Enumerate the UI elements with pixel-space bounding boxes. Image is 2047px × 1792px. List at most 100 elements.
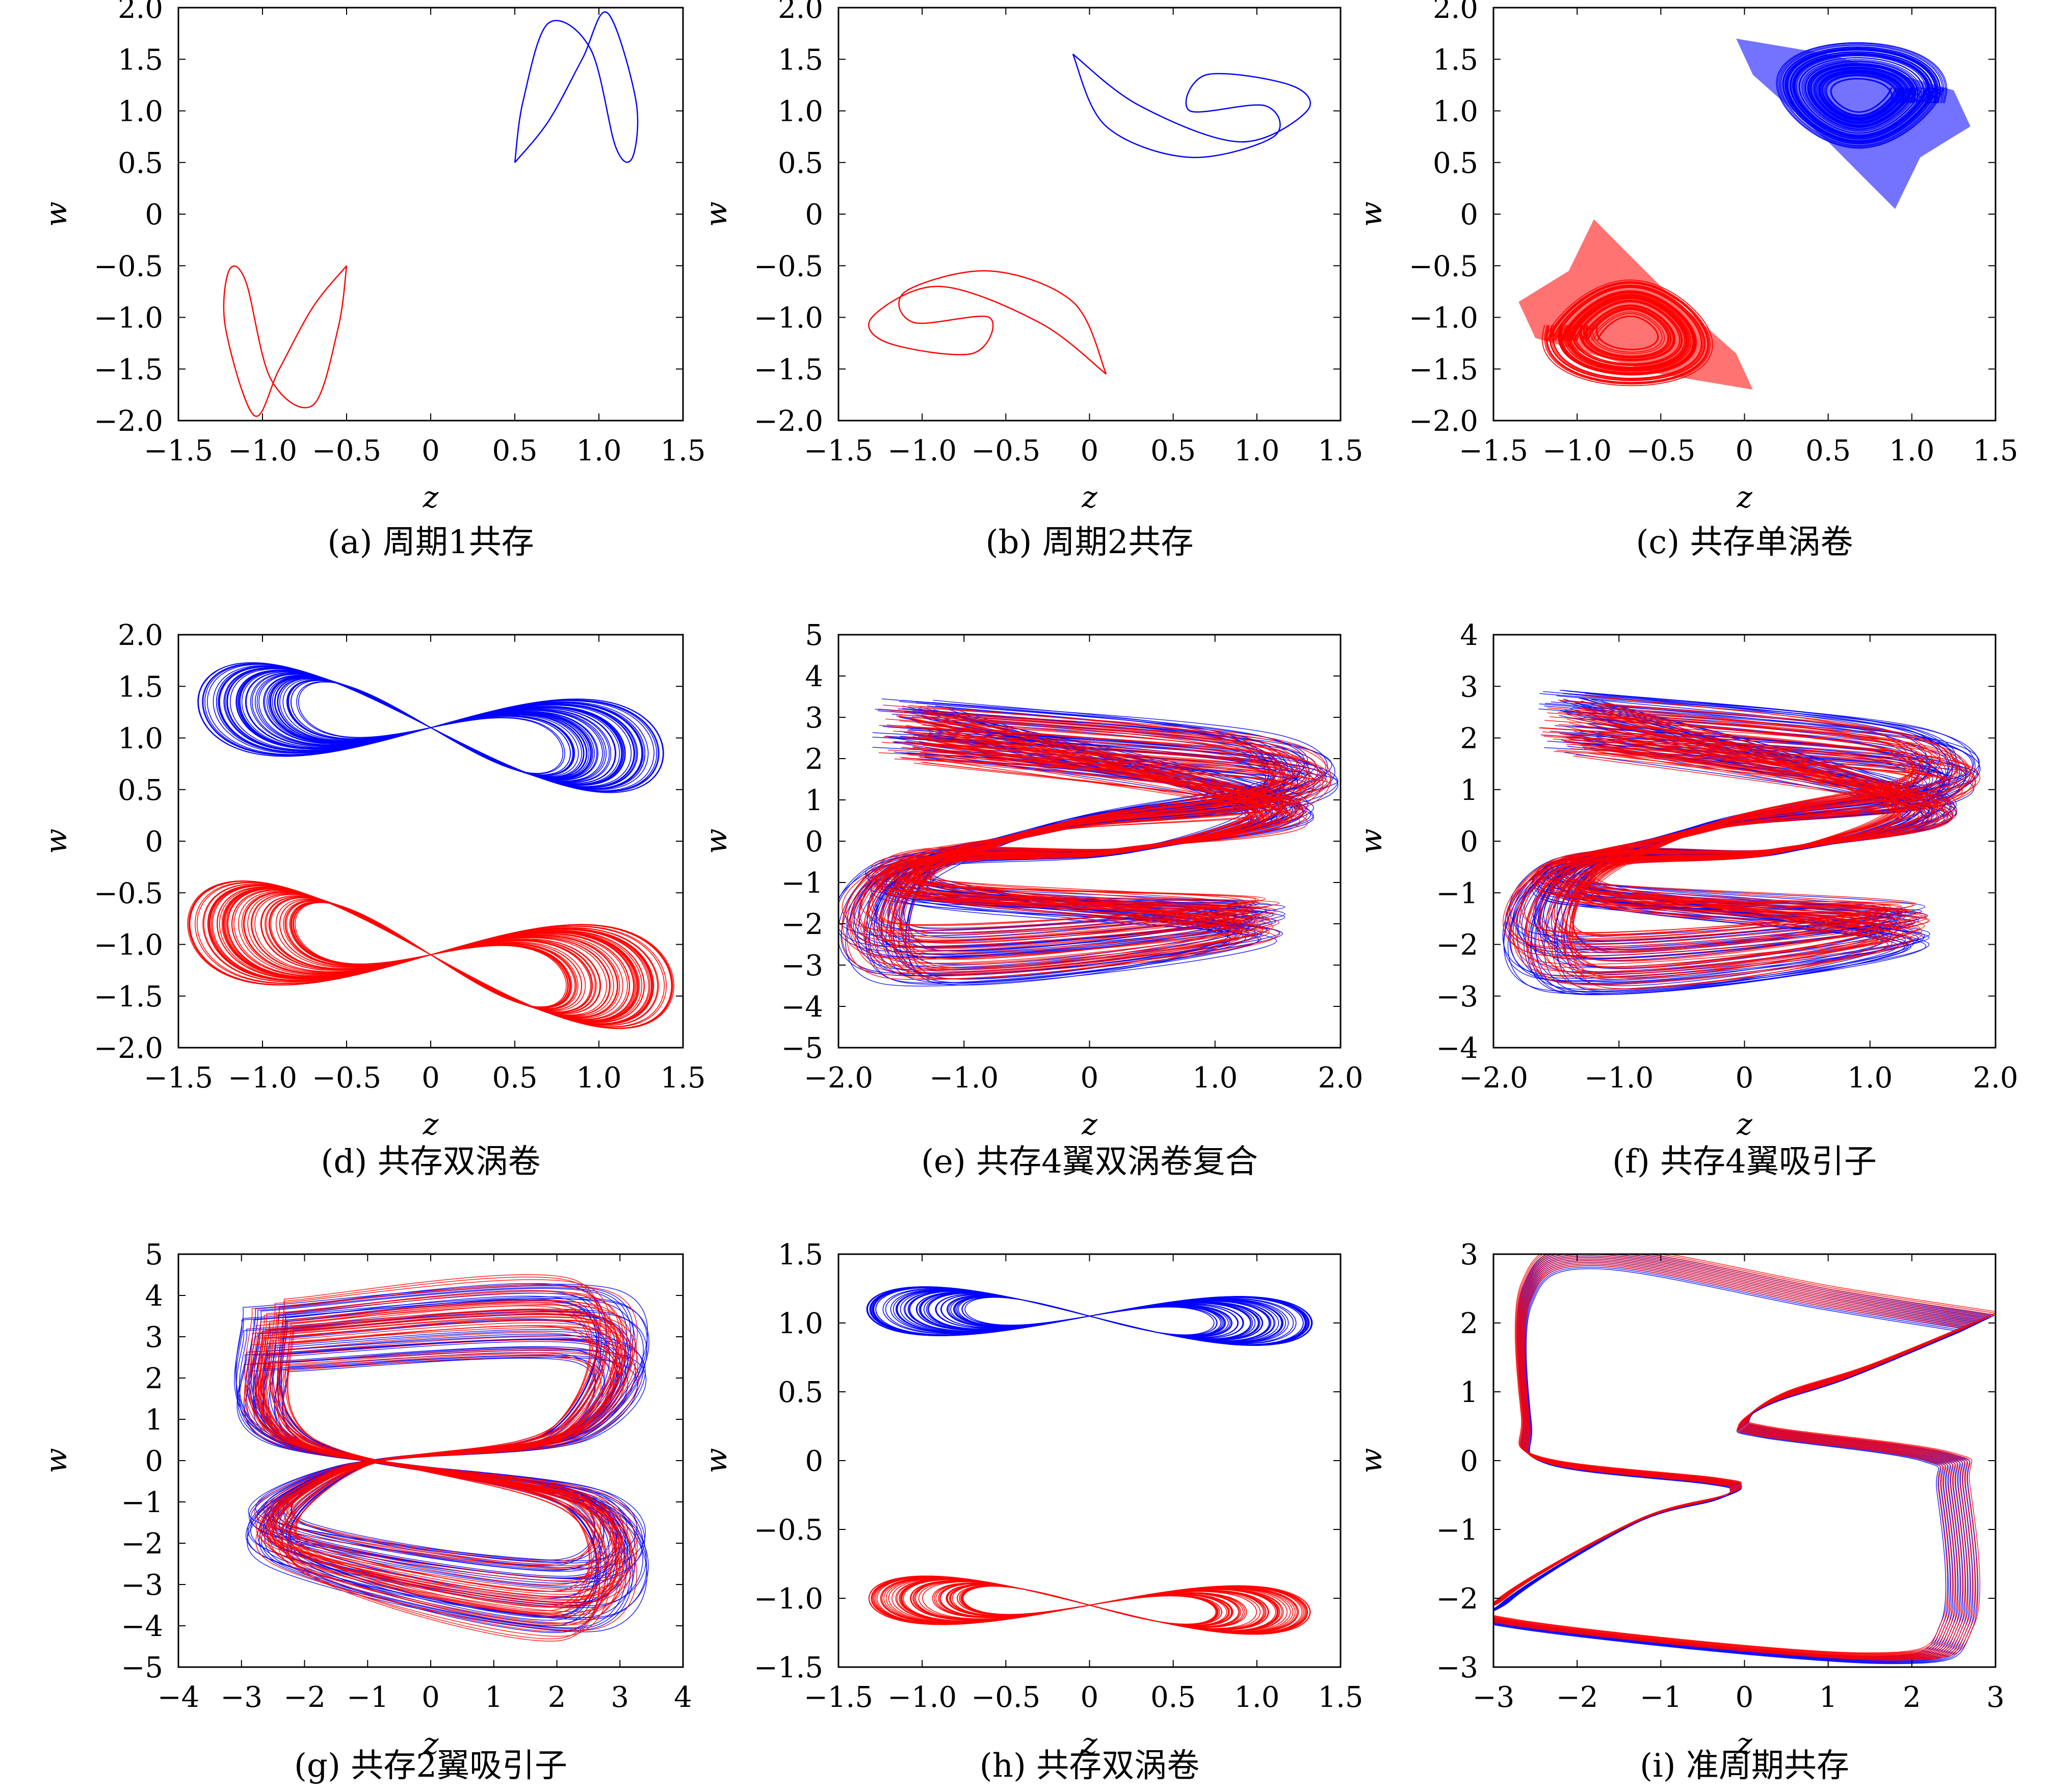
x-tick-label: −1.5 (804, 434, 873, 468)
y-axis-label: w (39, 201, 73, 227)
x-tick-label: 1.5 (1318, 1681, 1363, 1714)
y-tick-label: −1 (121, 1486, 163, 1519)
series-2 (1518, 219, 1753, 390)
y-tick-label: −1.0 (1409, 302, 1478, 335)
x-tick-label: −1.5 (144, 434, 213, 468)
y-axis-label: w (699, 1448, 733, 1473)
x-tick-label: −1.5 (144, 1061, 213, 1095)
x-tick-label: 4 (674, 1681, 692, 1714)
trajectory-line (268, 1348, 612, 1570)
trajectory-line (1493, 1254, 1996, 1660)
trajectory-line (266, 676, 595, 780)
trajectory-line (263, 1334, 618, 1584)
trajectory-line (850, 718, 1324, 967)
trajectory-line (274, 1347, 605, 1571)
x-tick-label: 1.0 (1234, 434, 1279, 468)
panel-caption: (h) 共存双涡卷 (980, 1747, 1200, 1785)
y-tick-label: 0 (145, 1445, 163, 1478)
trajectory-line (898, 740, 1276, 944)
y-tick-label: 2 (1460, 722, 1478, 756)
y-tick-label: −1.5 (754, 1651, 823, 1684)
trajectory-line (881, 710, 1292, 974)
y-tick-label: 1.0 (118, 95, 163, 128)
panel-caption: (b) 周期2共存 (986, 524, 1194, 561)
y-tick-label: 5 (805, 619, 823, 652)
y-tick-label: 0 (805, 1445, 823, 1478)
x-tick-label: −4 (158, 1681, 200, 1714)
x-tick-label: 1.0 (1234, 1681, 1279, 1714)
chart-panel-8: −3 −2 −1 0 1 2 3 3 2 1 0 −1 −2 −3 z w (i) 准周期共存 (1354, 1238, 2005, 1785)
y-tick-label: −0.5 (754, 250, 823, 283)
x-tick-label: 2.0 (1318, 1061, 1363, 1095)
series-1 (1736, 38, 1971, 209)
trajectory-line (258, 1339, 623, 1578)
plot-area (1518, 38, 1971, 390)
series-1 (197, 662, 664, 793)
y-axis-label: w (1354, 828, 1388, 854)
trajectory-line (1555, 717, 1929, 968)
chart-panel-1: −1.5 −1.0 −0.5 0 0.5 1.0 1.52.01.51.00.50−0.5−… (699, 0, 1363, 561)
y-tick-label: 1.5 (778, 43, 823, 76)
plot-area (1493, 1254, 1996, 1665)
y-tick-label: −1.0 (94, 302, 163, 335)
y-tick-label: 2.0 (1433, 0, 1478, 25)
plot-area (866, 1286, 1313, 1635)
panel-caption: (a) 周期1共存 (327, 524, 534, 561)
x-tick-label: −1 (347, 1681, 389, 1714)
y-axis-label: w (699, 828, 733, 854)
trajectory-line (1563, 705, 1922, 980)
panel-caption: (i) 准周期共存 (1640, 1747, 1849, 1785)
y-tick-label: −3 (781, 949, 823, 982)
plot-frame (177, 7, 684, 422)
y-tick-label: 0 (1460, 1445, 1478, 1478)
x-tick-label: −2 (283, 1681, 326, 1714)
trajectory-line (1515, 716, 1968, 968)
y-tick-label: −1.0 (754, 1582, 823, 1616)
trajectory-line (1539, 739, 1945, 945)
y-tick-label: −5 (121, 1651, 163, 1684)
x-axis-label: z (1736, 480, 1752, 514)
series-2 (868, 270, 1107, 375)
trajectory-line (266, 896, 596, 1014)
y-tick-label: −2.0 (754, 405, 823, 438)
y-tick-label: 3 (1460, 1238, 1478, 1271)
trajectory-line (1493, 1254, 1996, 1661)
y-tick-label: 0 (145, 825, 163, 859)
trajectory-line (1493, 1254, 1991, 1659)
x-tick-label: −1 (1640, 1681, 1682, 1714)
trajectory-line (866, 720, 1307, 964)
x-tick-label: −0.5 (312, 434, 381, 468)
y-tick-label: 2.0 (118, 0, 163, 25)
x-axis-label: z (423, 480, 439, 514)
trajectory-line (1539, 748, 1945, 936)
y-tick-label: −0.5 (94, 250, 163, 283)
series-1 (1072, 54, 1311, 159)
trajectory-line (846, 726, 1327, 958)
y-tick-label: 0 (805, 825, 823, 859)
y-tick-label: −3 (1436, 980, 1478, 1014)
chart-panel-7: −1.5 −1.0 −0.5 0 0.5 1.0 1.5 1.5 1.0 0.5 0 −0.5 −1.0… (699, 1238, 1363, 1785)
x-axis-label: z (1081, 1726, 1097, 1761)
y-tick-label: 0 (1460, 825, 1478, 859)
y-tick-label: 0.5 (778, 1376, 823, 1409)
x-tick-label: 1.0 (1847, 1061, 1893, 1095)
x-tick-label: 0 (1081, 1681, 1099, 1714)
y-tick-label: −4 (781, 991, 823, 1024)
y-axis-label: w (699, 201, 733, 227)
x-tick-label: 0 (1736, 434, 1754, 468)
series-2 (841, 705, 1332, 980)
y-tick-label: 4 (1460, 619, 1478, 652)
x-tick-label: −2.0 (1459, 1061, 1528, 1095)
trajectory-line (961, 1586, 1218, 1625)
x-tick-label: 0 (422, 434, 440, 468)
trajectory-line (852, 749, 1321, 934)
trajectory-line (203, 884, 658, 1026)
trajectory-line (1509, 720, 1974, 965)
trajectory-line (1524, 749, 1960, 934)
trajectory-line (1552, 695, 1932, 990)
y-axis-label: w (1354, 201, 1388, 227)
y-tick-label: 1.0 (1433, 95, 1478, 128)
trajectory-line (873, 1287, 1306, 1345)
x-tick-label: 2.0 (1973, 1061, 2018, 1095)
